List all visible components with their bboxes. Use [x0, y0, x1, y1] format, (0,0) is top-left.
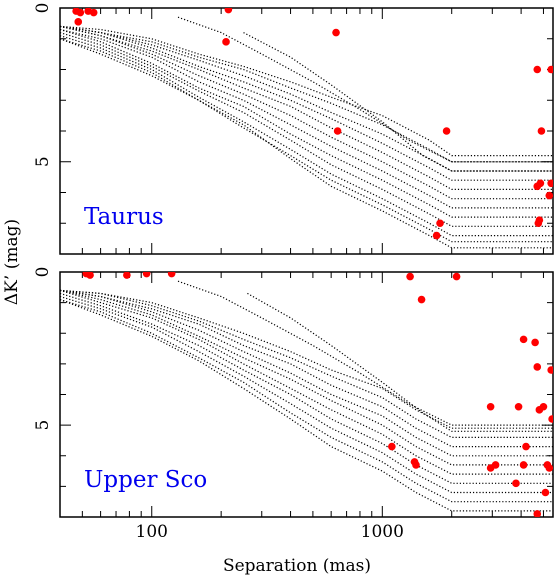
- detection-point: [442, 127, 451, 135]
- detection-point: [545, 191, 553, 200]
- panel-label: Taurus: [84, 204, 164, 230]
- detection-point: [519, 335, 528, 344]
- detection-point: [491, 461, 500, 469]
- contrast-curve: [177, 16, 553, 163]
- contrast-curve: [247, 292, 553, 432]
- panel-label: Upper Sco: [84, 467, 207, 493]
- y-tick-label: 5: [33, 420, 53, 431]
- detection-point: [547, 179, 553, 188]
- panel-upper-sco: 0 5 100 1000 Upper Sco: [33, 267, 554, 542]
- contrast-curve: [60, 289, 553, 429]
- detections: [82, 272, 553, 517]
- x-tick-label: 1000: [361, 522, 404, 542]
- detection-point: [224, 8, 233, 14]
- detection-point: [76, 8, 85, 17]
- contrast-curve: [243, 32, 553, 172]
- detection-point: [436, 219, 444, 228]
- contrast-curve: [60, 299, 553, 512]
- contrast-curve: [60, 38, 553, 243]
- detection-point: [74, 18, 83, 26]
- contrast-curve: [60, 32, 553, 227]
- contrast-curve: [60, 25, 553, 163]
- x-tick-label: 100: [136, 522, 168, 542]
- contrast-curve: [60, 25, 553, 200]
- contrast-curve: [60, 289, 553, 457]
- contrast-curve: [60, 28, 553, 218]
- contrast-curve: [60, 289, 553, 475]
- contrast-curve: [60, 289, 553, 448]
- detection-point: [547, 366, 553, 374]
- contrast-curve: [60, 25, 553, 181]
- detection-point: [123, 272, 131, 279]
- detection-point: [89, 8, 98, 17]
- detection-point: [548, 415, 553, 423]
- detection-point: [417, 295, 426, 304]
- detection-point: [533, 363, 542, 371]
- contrast-curve: [60, 295, 553, 494]
- detection-point: [332, 28, 340, 37]
- detection-point: [519, 461, 528, 469]
- detection-point: [222, 38, 230, 46]
- detection-point: [514, 402, 523, 411]
- y-tick-label: 0: [33, 3, 53, 14]
- detection-point: [533, 182, 542, 191]
- detection-point: [486, 402, 495, 411]
- detection-point: [533, 510, 542, 517]
- contrast-curve: [177, 280, 553, 426]
- detection-point: [541, 488, 550, 497]
- contrast-curve: [60, 289, 553, 466]
- detection-point: [547, 65, 553, 74]
- curves: [60, 280, 553, 512]
- detection-point: [412, 461, 420, 469]
- contrast-curve: [60, 292, 553, 484]
- detection-point: [432, 231, 441, 240]
- contrast-curve: [60, 38, 553, 249]
- detection-point: [512, 479, 520, 488]
- detection-point: [333, 127, 342, 135]
- detection-point: [452, 272, 461, 281]
- contrast-curve: [60, 25, 553, 172]
- detection-point: [533, 65, 542, 74]
- detection-point: [531, 338, 539, 347]
- detection-point: [535, 216, 544, 224]
- detection-point: [537, 127, 546, 135]
- detection-point: [86, 272, 94, 279]
- detection-point: [406, 272, 414, 281]
- y-tick-label: 5: [33, 156, 53, 167]
- detections: [72, 8, 553, 240]
- panel-taurus: 0 5 Taurus: [33, 3, 554, 255]
- y-tick-label: 0: [33, 267, 53, 278]
- contrast-curve: [60, 28, 553, 209]
- y-axis-title: ΔK’ (mag): [2, 219, 22, 305]
- curves: [60, 16, 553, 249]
- detection-point: [545, 464, 553, 472]
- contrast-curve: [60, 25, 553, 157]
- detection-point: [522, 442, 530, 451]
- contrast-curve: [60, 25, 553, 190]
- detection-point: [142, 272, 151, 278]
- detection-point: [388, 442, 396, 451]
- detection-point: [539, 402, 548, 411]
- detection-point: [167, 272, 176, 278]
- x-axis-title: Separation (mas): [223, 556, 371, 576]
